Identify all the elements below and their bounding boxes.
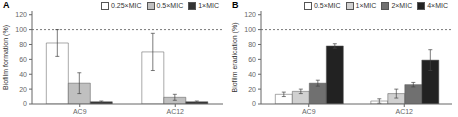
html-text:0.25×MIC: 0.25×MIC: [111, 2, 142, 9]
svg-text:100: 100: [244, 26, 256, 33]
svg-text:40: 40: [248, 71, 256, 78]
html-text:A: A: [3, 0, 10, 10]
svg-text:100: 100: [15, 26, 27, 33]
svg-text:AC12: AC12: [166, 108, 184, 115]
svg-text:AC9: AC9: [73, 108, 87, 115]
html-text:1×MIC: 1×MIC: [355, 2, 377, 9]
svg-text:120: 120: [244, 11, 256, 18]
svg-text:Biofilm eradication (%): Biofilm eradication (%): [231, 22, 239, 92]
svg-text:0: 0: [252, 100, 256, 107]
svg-text:AC12: AC12: [395, 108, 413, 115]
html-text:0.5×MIC: 0.5×MIC: [313, 2, 341, 9]
svg-text:20: 20: [19, 86, 27, 93]
svg-text:0: 0: [23, 100, 27, 107]
html-text:B: B: [232, 0, 239, 10]
html-text:2×MIC: 2×MIC: [391, 2, 413, 9]
svg-text:60: 60: [19, 56, 27, 63]
svg-text:80: 80: [19, 41, 27, 48]
html-text:1×MIC: 1×MIC: [198, 2, 219, 9]
svg-text:60: 60: [248, 56, 256, 63]
svg-text:Biofilm formation (%): Biofilm formation (%): [2, 25, 10, 90]
svg-text:80: 80: [248, 41, 256, 48]
html-text:4×MIC: 4×MIC: [427, 2, 448, 9]
svg-text:20: 20: [248, 86, 256, 93]
svg-text:AC9: AC9: [302, 108, 316, 115]
svg-text:120: 120: [15, 11, 27, 18]
html-text:0.5×MIC: 0.5×MIC: [156, 2, 184, 9]
svg-text:40: 40: [19, 71, 27, 78]
